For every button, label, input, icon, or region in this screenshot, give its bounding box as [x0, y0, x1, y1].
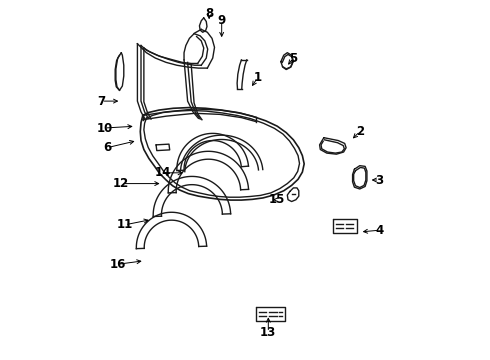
Text: 4: 4 [375, 224, 384, 237]
Text: 12: 12 [113, 177, 129, 190]
Text: 13: 13 [260, 326, 276, 339]
Text: 1: 1 [253, 71, 262, 84]
Text: 3: 3 [375, 174, 384, 186]
Text: 6: 6 [103, 141, 111, 154]
Text: 9: 9 [218, 14, 226, 27]
Text: 11: 11 [117, 218, 133, 231]
Text: 7: 7 [98, 95, 106, 108]
Text: 5: 5 [289, 51, 297, 64]
Text: 14: 14 [154, 166, 171, 179]
Text: 8: 8 [205, 7, 213, 20]
Text: 15: 15 [269, 193, 286, 206]
Text: 2: 2 [356, 125, 364, 138]
Text: 10: 10 [97, 122, 113, 135]
Text: 16: 16 [109, 258, 126, 271]
